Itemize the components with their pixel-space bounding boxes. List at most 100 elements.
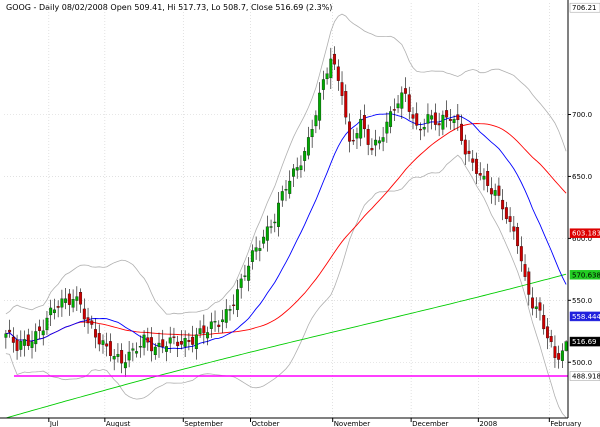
candle [135,342,139,358]
candle [392,98,396,121]
candle [377,136,381,150]
candle [475,152,478,185]
price-badge: 706.21 [569,2,600,13]
candle-body [150,337,153,352]
candle [549,329,553,348]
candle [75,286,79,312]
candle-body [131,348,135,351]
candle-body [445,110,449,118]
candle [235,279,239,318]
candle-body [64,298,68,303]
x-tick-label: February [550,420,581,427]
candle [127,340,131,368]
candle [508,207,512,233]
candle [534,297,538,318]
candle-body [254,247,258,252]
candle-body [314,115,318,127]
candle [288,170,292,199]
price-badge-bg [569,371,600,381]
candle-body [523,264,527,277]
candle-body [437,123,441,126]
candle [8,319,12,338]
candle-body [277,202,280,227]
candle [430,109,434,130]
candle [60,289,64,317]
candle-body [370,148,374,151]
candle [138,335,142,358]
candle [333,46,337,71]
candle [239,273,243,299]
price-badge-bg [569,336,600,347]
candle-body [82,308,86,320]
candle-body [71,299,75,308]
candle [359,109,363,147]
candle-body [179,341,183,345]
candle-body [94,329,97,338]
candle-body [419,128,422,131]
candle [321,70,325,100]
candle [336,59,340,91]
candle-body [564,341,568,351]
candle-body [396,103,400,109]
price-badge-bg [569,2,600,13]
candle [146,327,150,351]
candle [179,330,183,350]
candle-body [75,296,79,301]
candle-body [560,350,564,361]
candle-body [202,325,206,334]
candle [108,333,112,362]
candle-body [557,353,561,360]
candle [542,304,546,335]
candle-body [8,329,12,333]
candle [545,317,549,350]
candle [422,118,426,137]
candle-body [430,115,434,120]
candle-body [359,118,363,139]
candle [105,332,109,357]
candle [523,254,527,281]
candle-body [19,341,23,350]
candle-body [239,278,243,288]
x-tick-label: September [184,420,223,427]
candle [374,129,378,157]
candle-body [545,326,549,339]
candle-body [30,341,34,348]
candle-body [310,129,314,138]
candle [120,343,124,374]
candle [206,326,210,346]
candle-body [217,324,221,327]
candle [501,189,505,221]
x-tick-label: August [106,420,131,427]
candle-body [269,226,273,228]
candle-body [407,94,411,112]
candle [407,86,411,120]
price-badge-label: 570.638 [572,271,600,279]
candle-body [303,151,307,161]
candle [329,47,333,90]
candle [489,177,493,204]
price-badge: 488.918 [569,371,600,381]
candle [280,185,284,207]
candle-body [135,351,139,354]
candle [456,104,460,131]
candle [404,77,407,103]
candle [433,103,437,131]
candle-body [34,331,38,345]
candle-body [504,207,508,220]
candle [161,329,165,354]
candle-body [441,114,445,130]
price-badge-label: 516.69 [572,338,597,346]
candle-body [168,337,172,344]
candle-body [516,227,520,247]
candle [512,216,516,240]
price-badge: 603.183 [569,228,600,238]
candle [52,298,56,320]
candle-body [265,226,269,241]
candle-body [426,114,430,124]
candle [553,335,557,368]
candle [172,327,176,345]
candle [348,113,351,153]
candle-body [284,189,288,191]
candle-body [411,114,415,119]
candle [131,342,135,362]
